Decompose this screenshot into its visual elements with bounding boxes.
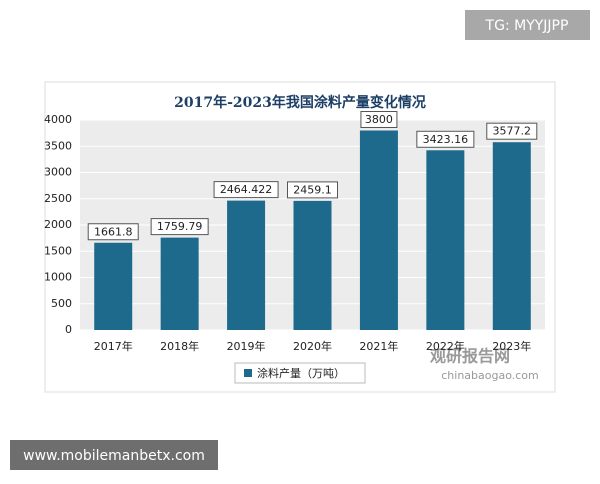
value-label: 1759.79 — [157, 220, 203, 233]
value-label: 2459.1 — [293, 183, 332, 196]
bar — [227, 200, 266, 330]
value-label-box — [416, 130, 475, 148]
y-tick-label: 2000 — [44, 218, 72, 231]
x-tick-label: 2017年 — [94, 339, 133, 353]
site-text: www.mobilemanbetx.com — [23, 448, 205, 464]
x-tick-label: 2022年 — [426, 339, 465, 353]
bar — [94, 242, 133, 330]
bar — [359, 130, 398, 330]
value-label: 2464.422 — [220, 183, 273, 196]
legend-swatch — [244, 369, 252, 377]
value-label-box — [287, 181, 338, 199]
bar — [160, 237, 199, 330]
x-tick-label: 2020年 — [293, 339, 332, 353]
x-tick-label: 2023年 — [492, 339, 531, 353]
value-label-box — [213, 181, 279, 199]
value-label-box — [150, 218, 209, 236]
x-tick-label: 2019年 — [227, 339, 266, 353]
value-label-box — [360, 111, 398, 128]
y-tick-label: 3000 — [44, 166, 72, 179]
site-badge — [10, 440, 218, 470]
value-label: 3800 — [365, 113, 393, 126]
value-label-box — [486, 122, 538, 140]
tg-text: TG: MYYJJPP — [485, 18, 569, 34]
y-tick-label: 500 — [51, 297, 72, 310]
value-label: 3577.2 — [493, 125, 532, 138]
watermark-en: chinabaogao.com — [441, 369, 539, 382]
y-tick-label: 0 — [65, 323, 72, 336]
y-tick-label: 2500 — [44, 192, 72, 205]
chart-title: 2017年-2023年我国涂料产量变化情况 — [174, 94, 426, 111]
watermark-cn: 观研报告网 — [430, 347, 510, 366]
bar — [293, 200, 332, 330]
y-tick-label: 1500 — [44, 244, 72, 257]
y-tick-label: 1000 — [44, 271, 72, 284]
tg-badge — [465, 10, 590, 40]
y-tick-label: 4000 — [44, 113, 72, 126]
bar — [426, 150, 465, 330]
x-tick-label: 2018年 — [160, 339, 199, 353]
legend-box — [234, 362, 366, 384]
bar — [492, 142, 531, 330]
value-label: 1661.8 — [94, 225, 133, 238]
y-tick-label: 3500 — [44, 139, 72, 152]
x-tick-label: 2021年 — [359, 339, 398, 353]
value-label-box — [87, 223, 139, 241]
legend-label: 涂料产量（万吨） — [257, 366, 345, 380]
value-label: 3423.16 — [423, 133, 469, 146]
